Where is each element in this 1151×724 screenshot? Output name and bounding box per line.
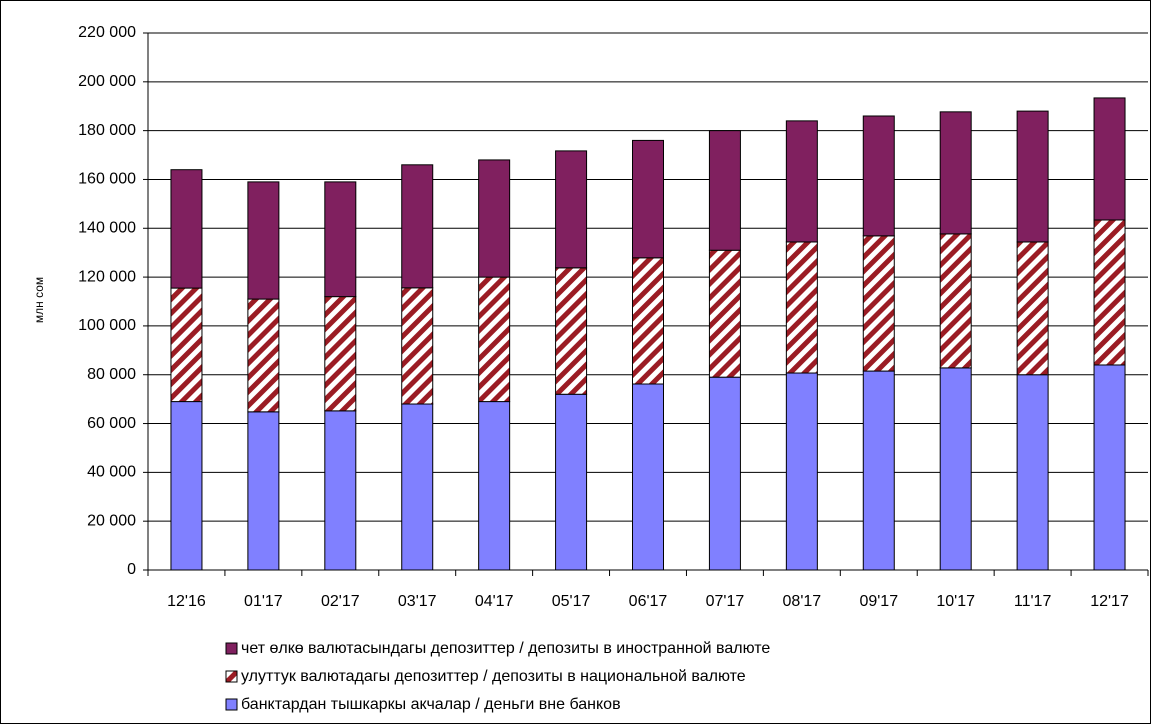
y-tick-label: 40 000 [87,464,136,481]
y-tick-label: 60 000 [87,415,136,432]
y-tick-label: 100 000 [78,317,136,334]
bar-segment [862,370,895,571]
bar-segment [939,233,972,369]
bar-segment [478,159,511,278]
bar-segment [401,287,434,405]
y-tick-label: 220 000 [78,24,136,41]
bar-segment [708,249,741,378]
bar-segment [708,130,741,251]
x-tick-label: 08'17 [783,593,822,610]
bar-segment [1093,364,1126,571]
bar-segment [939,111,972,235]
bar-segment [555,393,588,571]
bar-segment [247,298,280,413]
bar-segment [478,276,511,403]
y-tick-label: 140 000 [78,219,136,236]
legend-swatch [225,642,238,655]
x-tick-label: 10'17 [936,593,975,610]
bar-segment [632,383,664,571]
x-tick-label: 11'17 [1014,593,1052,610]
x-tick-label: 03'17 [398,593,437,610]
legend-label: банктардан тышкаркы акчалар / деньги вне… [241,696,621,713]
x-tick-label: 12'16 [167,593,206,610]
legend-label: чет өлкө валютасындагы депозиттер / депо… [241,640,770,657]
y-tick-label: 80 000 [87,366,136,383]
x-tick-label: 04'17 [475,593,514,610]
legend-swatch [225,670,238,683]
y-tick-label: 0 [127,561,136,578]
y-tick-label: 20 000 [87,512,136,529]
x-tick-label: 02'17 [321,593,360,610]
y-axis-label: млн сом [32,277,46,323]
bar-segment [170,401,203,571]
bar-segment [785,372,818,571]
bar-segment [1016,241,1049,376]
legend-label: улуттук валютадагы депозиттер / депозиты… [241,668,746,685]
bar-segment [401,164,434,289]
bar-segment [555,267,588,395]
y-tick-label: 120 000 [78,268,136,285]
y-tick-label: 200 000 [78,73,136,90]
bar-segment [324,181,357,298]
x-tick-label: 09'17 [859,593,898,610]
x-tick-label: 05'17 [552,593,591,610]
bar-segment [1093,219,1126,366]
bar-segment [324,410,357,571]
bar-segment [632,139,664,259]
bar-segment [170,169,203,289]
x-tick-label: 07'17 [706,593,745,610]
x-tick-label: 06'17 [629,593,668,610]
y-tick-label: 180 000 [78,122,136,139]
bar-segment [939,367,972,571]
bar-segment [1016,374,1049,571]
bar-segment [632,257,664,385]
legend-swatch [225,698,238,711]
x-tick-label: 01'17 [244,593,283,610]
bar-segment [708,376,741,571]
bar-segment [1093,97,1126,221]
bar-segment [862,115,895,237]
bar-segment [247,411,280,571]
x-tick-label: 12'17 [1090,593,1129,610]
bar-segment [401,403,434,571]
bar-segment [247,181,280,300]
bar-segment [785,120,818,243]
bar-segment [555,150,588,269]
bar-segment [324,296,357,412]
bar-segment [1016,110,1049,243]
bar-segment [170,287,203,403]
bar-segment [862,235,895,372]
bar-segment [785,241,818,374]
bar-segment [478,401,511,571]
y-tick-label: 160 000 [78,171,136,188]
